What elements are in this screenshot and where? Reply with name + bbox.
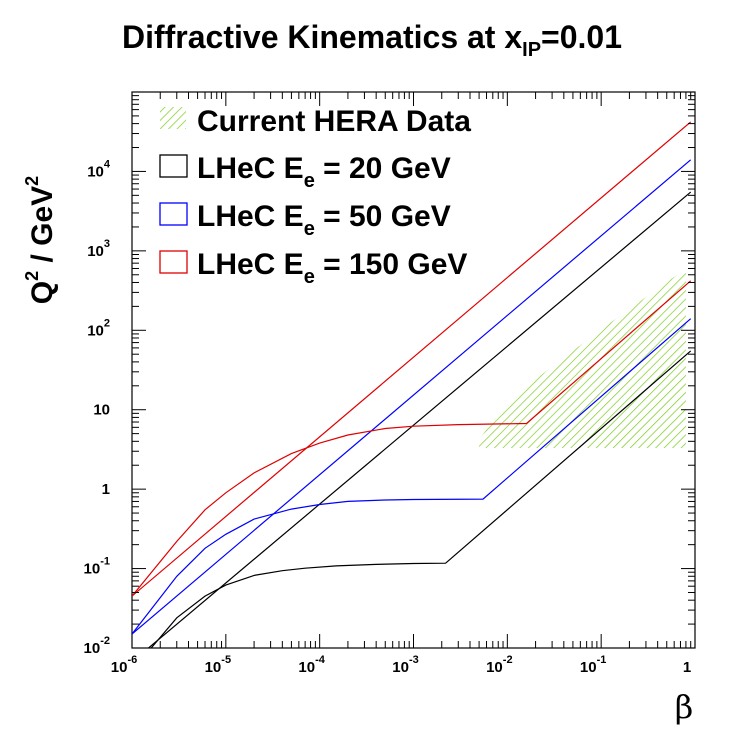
legend-swatch-20gev — [159, 154, 188, 178]
chart-title: Diffractive Kinematics at xIP=0.01 — [122, 19, 622, 61]
series-line-4 — [132, 121, 692, 597]
y-tick-label: 10 — [93, 402, 110, 419]
x-tick-label: 10-6 — [111, 654, 137, 676]
legend-label-150gev: LHeC Ee = 150 GeV — [197, 248, 467, 288]
y-tick-label: 102 — [87, 317, 110, 339]
legend-label-hera: Current HERA Data — [197, 105, 471, 138]
hera-data-region — [479, 268, 686, 448]
y-tick-label: 1 — [102, 481, 110, 498]
legend-label-20gev: LHeC Ee = 20 GeV — [197, 152, 451, 192]
legend-label-50gev: LHeC Ee = 50 GeV — [197, 200, 451, 240]
legend-swatch-hera — [160, 107, 186, 129]
x-tick-label: 1 — [683, 659, 691, 676]
x-tick-label: 10-5 — [205, 654, 231, 676]
series-line-5 — [132, 280, 692, 597]
legend: Current HERA Data LHeC Ee = 20 GeV LHeC … — [159, 105, 471, 288]
series-line-2 — [132, 159, 692, 635]
y-tick-label: 10-2 — [84, 635, 110, 657]
x-tick-label: 10-3 — [392, 654, 418, 676]
y-tick-label: 10-1 — [84, 556, 110, 578]
series-line-3 — [132, 318, 692, 635]
series-line-0 — [148, 191, 692, 648]
legend-swatch-150gev — [159, 250, 188, 274]
y-tick-label: 103 — [87, 238, 110, 260]
x-axis-label: β — [675, 688, 694, 726]
x-tick-label: 10-2 — [486, 654, 512, 676]
x-tick-label: 10-1 — [580, 654, 606, 676]
series-line-1 — [150, 350, 692, 648]
legend-swatch-50gev — [159, 202, 188, 226]
x-tick-label: 10-4 — [298, 654, 325, 676]
y-tick-label: 104 — [87, 158, 111, 180]
y-axis-label: Q2 / GeV2 — [22, 176, 59, 304]
